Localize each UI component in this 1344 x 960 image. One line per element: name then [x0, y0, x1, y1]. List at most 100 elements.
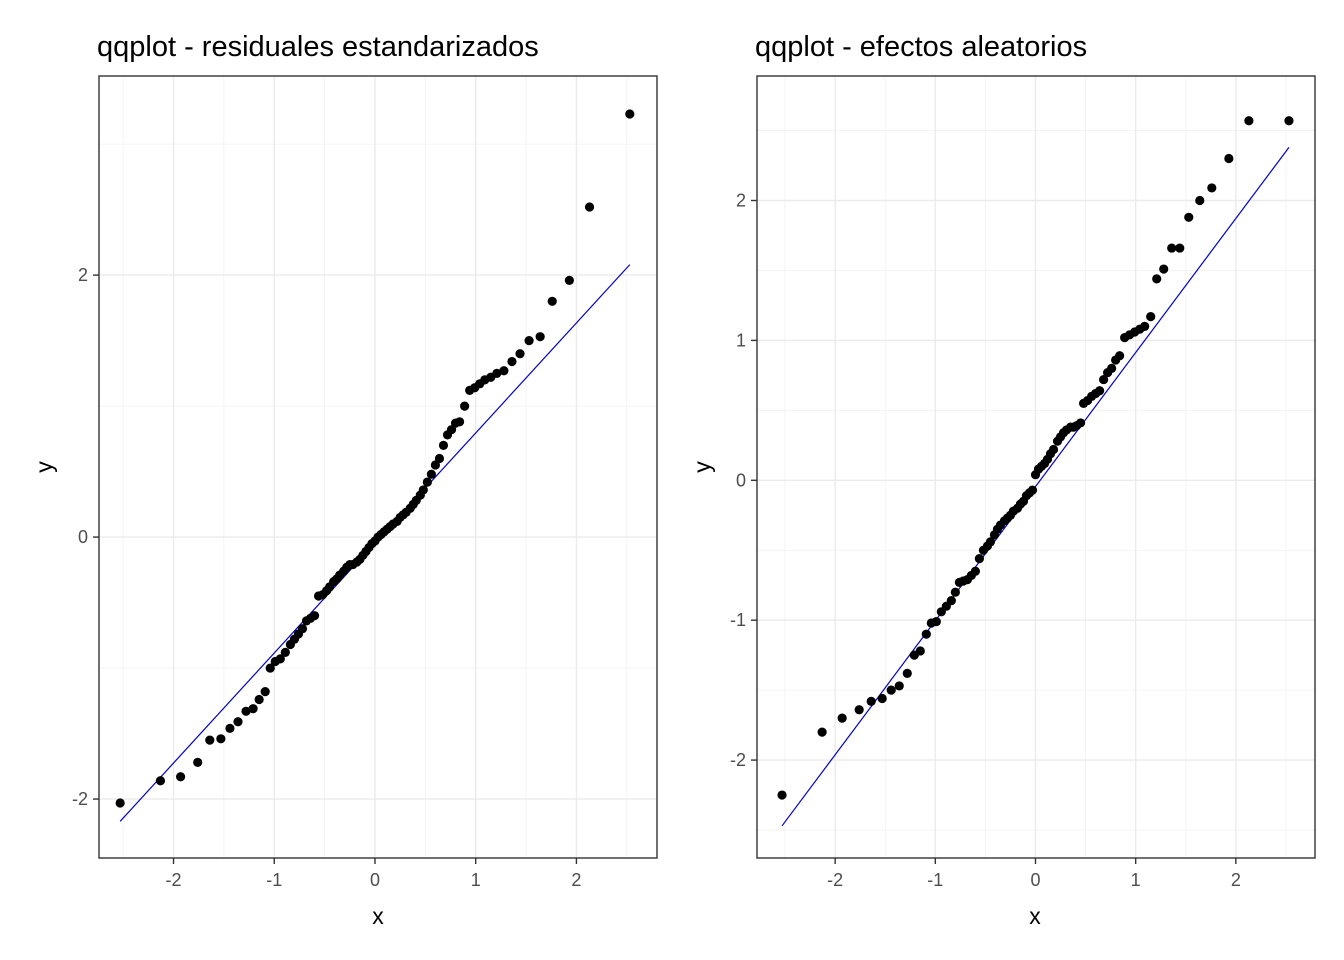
data-point: [1284, 116, 1294, 126]
data-point: [886, 685, 896, 695]
panel-border: [98, 75, 658, 859]
grid: [99, 76, 657, 858]
x-tick-label: -1: [266, 870, 282, 890]
data-point: [193, 757, 203, 767]
data-point: [507, 356, 517, 367]
qq-reference-line: [781, 146, 1290, 827]
data-point: [1115, 351, 1125, 361]
data-point: [1175, 243, 1185, 253]
data-point: [1159, 264, 1169, 274]
y-axis-title: y: [31, 461, 57, 473]
x-tick-label: 1: [471, 870, 481, 890]
data-point: [970, 566, 980, 576]
data-point: [499, 366, 509, 376]
y-axis-title: y: [689, 461, 715, 473]
x-tick-label: 2: [1231, 870, 1241, 890]
data-point: [1184, 212, 1194, 222]
data-point: [931, 616, 941, 627]
x-axis-ticks: -2 -1 0 1 2: [827, 858, 1241, 890]
data-point: [248, 704, 258, 714]
data-point: [915, 646, 925, 656]
data-point: [777, 790, 787, 800]
data-point: [866, 696, 876, 706]
data-point: [1167, 243, 1177, 253]
data-point: [422, 477, 432, 487]
data-point: [1099, 374, 1109, 385]
reference-line-layer: [781, 146, 1290, 827]
y-tick-label: -2: [72, 789, 88, 809]
data-point: [216, 734, 226, 744]
data-point: [297, 624, 308, 634]
data-point: [1095, 386, 1105, 396]
data-point: [1152, 274, 1162, 284]
data-point: [946, 595, 956, 606]
data-point: [974, 554, 984, 564]
x-tick-label: 2: [571, 870, 581, 890]
data-point: [254, 694, 264, 705]
data-point: [894, 681, 904, 691]
x-axis-ticks: -2 -1 0 1 2: [166, 858, 581, 890]
x-tick-label: -1: [927, 870, 943, 890]
x-axis-title: x: [1029, 903, 1041, 929]
data-point: [155, 776, 166, 786]
data-point: [1075, 418, 1086, 428]
data-point: [492, 368, 502, 378]
data-point: [817, 727, 827, 737]
x-tick-label: 1: [1131, 870, 1141, 890]
data-point: [854, 705, 864, 715]
y-axis-ticks: -2 -1 0 1 2: [730, 191, 757, 770]
data-point: [1140, 321, 1150, 332]
data-point: [1195, 195, 1205, 206]
data-point: [515, 349, 525, 359]
qqplot-random-effects-panel: qqplot - efectos aleatorios -2 -1 0 1 2 -2 -1…: [689, 31, 1316, 929]
data-point: [233, 717, 243, 727]
y-tick-label: 0: [736, 470, 746, 490]
data-point: [902, 668, 912, 678]
data-point: [1048, 444, 1059, 455]
data-point: [564, 275, 574, 285]
data-point: [524, 335, 534, 346]
points-layer: [115, 109, 635, 808]
data-point: [309, 611, 320, 621]
data-point: [241, 706, 251, 716]
data-point: [1224, 153, 1234, 164]
y-tick-label: 2: [736, 191, 746, 211]
x-tick-label: -2: [166, 870, 182, 890]
data-point: [837, 713, 847, 723]
data-point: [225, 723, 235, 733]
y-tick-label: -2: [730, 750, 746, 770]
chart-title: qqplot - efectos aleatorios: [755, 31, 1087, 63]
data-point: [454, 417, 465, 427]
data-point: [1107, 363, 1117, 373]
x-tick-label: -2: [827, 870, 843, 890]
y-tick-label: 0: [78, 527, 88, 547]
data-point: [460, 401, 470, 411]
x-tick-label: 0: [1030, 870, 1040, 890]
y-tick-label: 1: [736, 330, 746, 350]
data-point: [265, 663, 275, 673]
data-point: [1244, 116, 1254, 126]
data-point: [877, 693, 887, 704]
data-point: [275, 654, 285, 664]
data-point: [418, 485, 428, 495]
data-point: [985, 537, 996, 547]
chart-title: qqplot - residuales estandarizados: [97, 31, 539, 63]
data-point: [921, 629, 931, 639]
data-point: [547, 296, 557, 306]
data-point: [584, 202, 595, 212]
data-point: [535, 332, 545, 342]
data-point: [1207, 183, 1217, 193]
y-tick-label: 2: [78, 265, 88, 285]
data-point: [115, 798, 125, 808]
data-point: [625, 109, 635, 119]
data-point: [1146, 312, 1156, 322]
x-tick-label: 0: [370, 870, 380, 890]
qqplot-residuals-panel: qqplot - residuales estandarizados -2 -1 0…: [31, 31, 658, 929]
x-axis-title: x: [372, 903, 384, 929]
data-point: [175, 772, 186, 782]
y-tick-label: -1: [730, 610, 746, 630]
data-point: [438, 440, 449, 450]
data-point: [434, 453, 445, 464]
data-point: [280, 647, 290, 657]
